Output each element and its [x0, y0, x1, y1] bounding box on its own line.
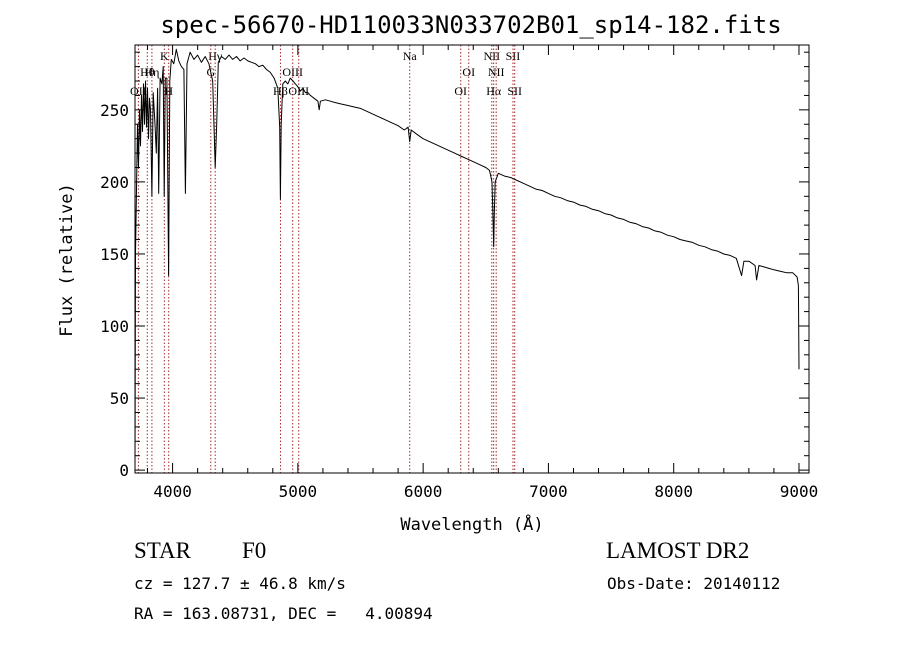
- line-marker-label: Hη: [144, 65, 159, 79]
- survey-label: LAMOST DR2: [606, 538, 750, 563]
- chart-title: spec-56670-HD110033N033702B01_sp14-182.f…: [160, 11, 781, 39]
- line-marker-label: OII: [130, 84, 147, 98]
- x-tick-label: 4000: [153, 482, 192, 501]
- x-tick-label: 5000: [279, 482, 318, 501]
- coordinates-text: RA = 163.08731, DEC = 4.00894: [134, 604, 433, 623]
- line-marker-label: SII: [506, 49, 521, 63]
- obs-date-text: Obs-Date: 20140112: [607, 574, 781, 593]
- redshift-text: cz = 127.7 ± 46.8 km/s: [134, 574, 346, 593]
- spectrum-line: [134, 48, 800, 471]
- line-marker-label: NII: [483, 49, 500, 63]
- x-tick-label: 7000: [529, 482, 568, 501]
- axes: 4000 5000 6000 7000 8000 9000 0 50 100 150 200 250: [100, 45, 818, 501]
- line-marker-label: H: [164, 84, 173, 98]
- line-marker-label: Hθ: [140, 65, 155, 79]
- line-marker-label: Hα: [486, 84, 502, 98]
- line-marker-label: Hγ: [208, 49, 223, 63]
- y-tick-label: 50: [110, 389, 129, 408]
- y-axis-label: Flux (relative): [57, 183, 77, 337]
- y-tick-label: 200: [100, 173, 129, 192]
- line-marker-label: Hβ: [273, 84, 288, 98]
- line-marker-label: SII: [507, 84, 522, 98]
- y-tick-label: 100: [100, 317, 129, 336]
- y-tick-label: 0: [119, 461, 129, 480]
- line-marker-label: OI: [454, 84, 467, 98]
- x-tick-label: 8000: [654, 482, 693, 501]
- object-class: STAR: [134, 538, 191, 563]
- line-marker-label: NII: [488, 65, 505, 79]
- object-subclass: F0: [242, 538, 267, 563]
- line-marker-label: K: [160, 49, 169, 63]
- line-marker-label: Na: [403, 49, 418, 63]
- y-tick-label: 150: [100, 245, 129, 264]
- x-tick-label: 6000: [404, 482, 443, 501]
- line-marker-label: OI: [462, 65, 475, 79]
- x-axis-label: Wavelength (Å): [400, 513, 543, 535]
- y-tick-label: 250: [100, 101, 129, 120]
- line-marker-label: OIII: [288, 84, 309, 98]
- x-tick-label: 9000: [780, 482, 819, 501]
- line-markers: OIIHθHηKHHγGHβOIIIOIIINaOIOINIIHαNIISIIS…: [130, 45, 522, 473]
- plot-frame: [134, 44, 810, 474]
- line-marker-label: OIII: [282, 65, 303, 79]
